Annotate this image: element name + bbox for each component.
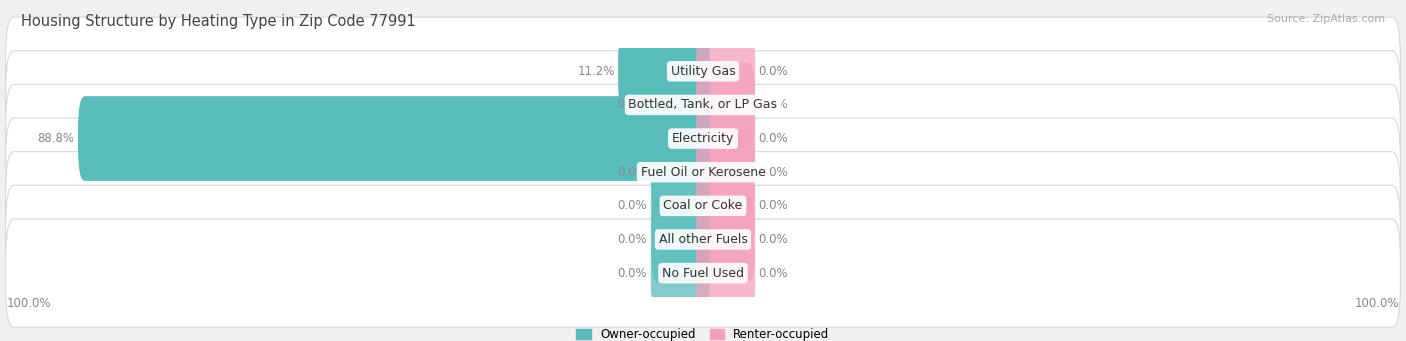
FancyBboxPatch shape xyxy=(696,29,755,114)
FancyBboxPatch shape xyxy=(696,197,755,282)
Text: 0.0%: 0.0% xyxy=(759,267,789,280)
FancyBboxPatch shape xyxy=(6,152,1400,260)
FancyBboxPatch shape xyxy=(6,219,1400,327)
Text: 11.2%: 11.2% xyxy=(578,65,614,78)
FancyBboxPatch shape xyxy=(651,163,710,248)
FancyBboxPatch shape xyxy=(6,17,1400,125)
Text: Fuel Oil or Kerosene: Fuel Oil or Kerosene xyxy=(641,166,765,179)
Text: Utility Gas: Utility Gas xyxy=(671,65,735,78)
FancyBboxPatch shape xyxy=(6,185,1400,294)
FancyBboxPatch shape xyxy=(6,118,1400,226)
Text: Housing Structure by Heating Type in Zip Code 77991: Housing Structure by Heating Type in Zip… xyxy=(21,14,416,29)
Text: Electricity: Electricity xyxy=(672,132,734,145)
Text: Bottled, Tank, or LP Gas: Bottled, Tank, or LP Gas xyxy=(628,99,778,112)
Text: 88.8%: 88.8% xyxy=(38,132,75,145)
Text: No Fuel Used: No Fuel Used xyxy=(662,267,744,280)
Text: 0.0%: 0.0% xyxy=(617,99,647,112)
Text: 0.0%: 0.0% xyxy=(759,99,789,112)
FancyBboxPatch shape xyxy=(696,96,755,181)
Text: 0.0%: 0.0% xyxy=(759,233,789,246)
Text: 0.0%: 0.0% xyxy=(759,199,789,212)
FancyBboxPatch shape xyxy=(696,231,755,315)
FancyBboxPatch shape xyxy=(651,197,710,282)
FancyBboxPatch shape xyxy=(651,62,710,147)
FancyBboxPatch shape xyxy=(651,130,710,214)
Text: All other Fuels: All other Fuels xyxy=(658,233,748,246)
Text: 100.0%: 100.0% xyxy=(7,297,52,310)
FancyBboxPatch shape xyxy=(619,29,710,114)
Text: Coal or Coke: Coal or Coke xyxy=(664,199,742,212)
Text: 0.0%: 0.0% xyxy=(617,166,647,179)
FancyBboxPatch shape xyxy=(77,96,710,181)
FancyBboxPatch shape xyxy=(651,231,710,315)
FancyBboxPatch shape xyxy=(696,163,755,248)
Text: 100.0%: 100.0% xyxy=(1354,297,1399,310)
Legend: Owner-occupied, Renter-occupied: Owner-occupied, Renter-occupied xyxy=(572,323,834,341)
FancyBboxPatch shape xyxy=(6,85,1400,193)
Text: 0.0%: 0.0% xyxy=(617,267,647,280)
FancyBboxPatch shape xyxy=(696,130,755,214)
Text: Source: ZipAtlas.com: Source: ZipAtlas.com xyxy=(1267,14,1385,24)
FancyBboxPatch shape xyxy=(6,51,1400,159)
Text: 0.0%: 0.0% xyxy=(617,199,647,212)
Text: 0.0%: 0.0% xyxy=(759,65,789,78)
Text: 0.0%: 0.0% xyxy=(617,233,647,246)
Text: 0.0%: 0.0% xyxy=(759,132,789,145)
FancyBboxPatch shape xyxy=(696,62,755,147)
Text: 0.0%: 0.0% xyxy=(759,166,789,179)
